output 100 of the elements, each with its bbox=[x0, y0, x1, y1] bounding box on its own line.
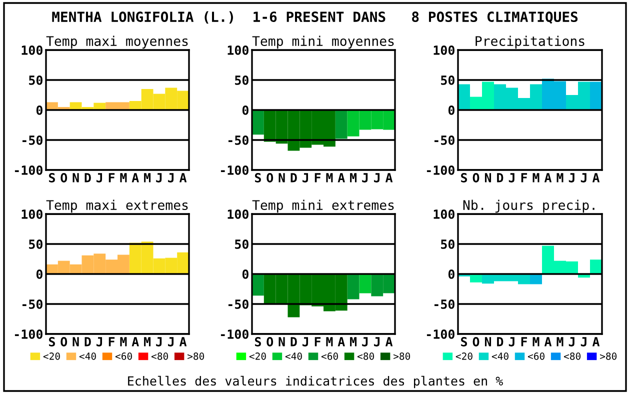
x-tick-label: D bbox=[497, 337, 504, 346]
chart-title: Temp mini extremes bbox=[252, 200, 394, 213]
x-tick-label: F bbox=[521, 337, 528, 346]
x-tick-label: A bbox=[179, 173, 187, 182]
x-tick-label: F bbox=[521, 173, 528, 182]
y-tick-label: -50 bbox=[228, 135, 248, 145]
legend-label: >80 bbox=[188, 352, 204, 360]
legend-label: <80 bbox=[151, 352, 168, 360]
x-tick-label: D bbox=[290, 173, 297, 182]
x-tick-label: J bbox=[580, 173, 586, 182]
y-tick-label: 100 bbox=[434, 209, 454, 219]
x-tick-label: J bbox=[374, 337, 380, 346]
x-tick-label: A bbox=[179, 337, 187, 346]
legend-label: <40 bbox=[492, 352, 508, 360]
x-tick-label: A bbox=[592, 173, 600, 182]
y-tick-label: -50 bbox=[22, 299, 42, 309]
y-tick-label: 100 bbox=[22, 209, 42, 219]
y-tick-label: 50 bbox=[441, 75, 454, 85]
x-tick-label: F bbox=[108, 173, 115, 182]
y-tick-label: 50 bbox=[29, 239, 42, 249]
legend-label: <60 bbox=[115, 352, 132, 360]
x-tick-label: O bbox=[266, 173, 274, 182]
x-tick-label: F bbox=[314, 173, 321, 182]
x-tick-label: J bbox=[156, 337, 162, 346]
x-tick-label: M bbox=[350, 173, 357, 182]
x-tick-label: J bbox=[580, 337, 586, 346]
x-tick-label: N bbox=[72, 337, 79, 346]
legend-label: <20 bbox=[456, 352, 472, 360]
y-tick-label: 100 bbox=[228, 209, 248, 219]
x-tick-label: N bbox=[484, 173, 492, 182]
x-tick-label: M bbox=[120, 173, 127, 182]
x-tick-label: M bbox=[326, 173, 333, 182]
x-tick-label: M bbox=[350, 337, 357, 346]
y-tick-label: 0 bbox=[242, 269, 248, 279]
x-tick-label: A bbox=[385, 173, 393, 182]
legend-label: <40 bbox=[79, 352, 96, 360]
x-tick-label: D bbox=[84, 337, 91, 346]
y-tick-label: -50 bbox=[22, 135, 42, 145]
y-tick-label: 0 bbox=[36, 105, 42, 115]
x-tick-label: J bbox=[96, 173, 102, 182]
x-tick-label: J bbox=[362, 173, 368, 182]
y-tick-label: 50 bbox=[29, 75, 42, 85]
x-tick-label: F bbox=[314, 337, 321, 346]
y-tick-label: 50 bbox=[441, 239, 454, 249]
y-tick-label: -100 bbox=[426, 165, 454, 175]
y-tick-label: 0 bbox=[448, 105, 454, 115]
y-tick-label: 50 bbox=[235, 239, 248, 249]
x-tick-label: D bbox=[497, 173, 504, 182]
x-tick-label: J bbox=[96, 337, 102, 346]
x-tick-label: O bbox=[472, 337, 480, 346]
x-tick-label: S bbox=[254, 173, 261, 182]
x-tick-label: J bbox=[156, 173, 162, 182]
chart-title: Temp maxi moyennes bbox=[46, 36, 188, 49]
x-tick-label: M bbox=[120, 337, 127, 346]
x-tick-label: M bbox=[532, 337, 540, 346]
x-tick-label: M bbox=[556, 173, 564, 182]
x-tick-label: N bbox=[278, 337, 285, 346]
legend-label: <80 bbox=[357, 352, 374, 360]
x-tick-label: J bbox=[568, 337, 574, 346]
x-tick-label: J bbox=[508, 337, 514, 346]
x-tick-label: O bbox=[60, 173, 68, 182]
chart-title: Temp maxi extremes bbox=[46, 200, 188, 213]
legend-label: >80 bbox=[600, 352, 617, 360]
y-tick-label: -100 bbox=[220, 165, 248, 175]
y-tick-label: 0 bbox=[242, 105, 248, 115]
x-tick-label: S bbox=[48, 173, 55, 182]
x-tick-label: A bbox=[338, 337, 345, 346]
x-tick-label: D bbox=[290, 337, 297, 346]
legend-label: >80 bbox=[394, 352, 410, 360]
y-tick-label: -50 bbox=[228, 299, 248, 309]
x-tick-label: A bbox=[338, 173, 345, 182]
legend-label: <20 bbox=[43, 352, 60, 360]
y-tick-label: -100 bbox=[14, 329, 42, 339]
x-tick-label: A bbox=[132, 337, 139, 346]
x-tick-label: N bbox=[484, 337, 492, 346]
x-tick-label: S bbox=[254, 337, 261, 346]
chart-title: Precipitations bbox=[476, 36, 584, 49]
y-tick-label: 50 bbox=[235, 75, 248, 85]
x-tick-label: M bbox=[326, 337, 333, 346]
y-tick-label: -100 bbox=[14, 165, 42, 175]
x-tick-label: N bbox=[278, 173, 285, 182]
x-tick-label: A bbox=[385, 337, 393, 346]
legend-label: <60 bbox=[528, 352, 544, 360]
x-tick-label: O bbox=[60, 337, 68, 346]
x-tick-label: S bbox=[461, 337, 468, 346]
x-tick-label: A bbox=[544, 337, 552, 346]
x-tick-label: O bbox=[472, 173, 480, 182]
x-tick-label: J bbox=[508, 173, 514, 182]
x-tick-label: F bbox=[108, 337, 115, 346]
y-tick-label: 100 bbox=[434, 45, 454, 55]
x-tick-label: A bbox=[132, 173, 139, 182]
x-tick-label: O bbox=[266, 337, 274, 346]
text: MENTHA LONGIFOLIA (L.) 1-6 PRESENT DANS 8 POSTES CLIMATIQUES bbox=[52, 11, 578, 24]
y-tick-label: -100 bbox=[426, 329, 454, 339]
x-tick-label: J bbox=[374, 173, 380, 182]
y-tick-label: 0 bbox=[448, 269, 454, 279]
x-tick-label: A bbox=[544, 173, 552, 182]
y-tick-label: -100 bbox=[220, 329, 248, 339]
chart-title: Temp mini moyennes bbox=[252, 36, 394, 49]
y-tick-label: 100 bbox=[228, 45, 248, 55]
